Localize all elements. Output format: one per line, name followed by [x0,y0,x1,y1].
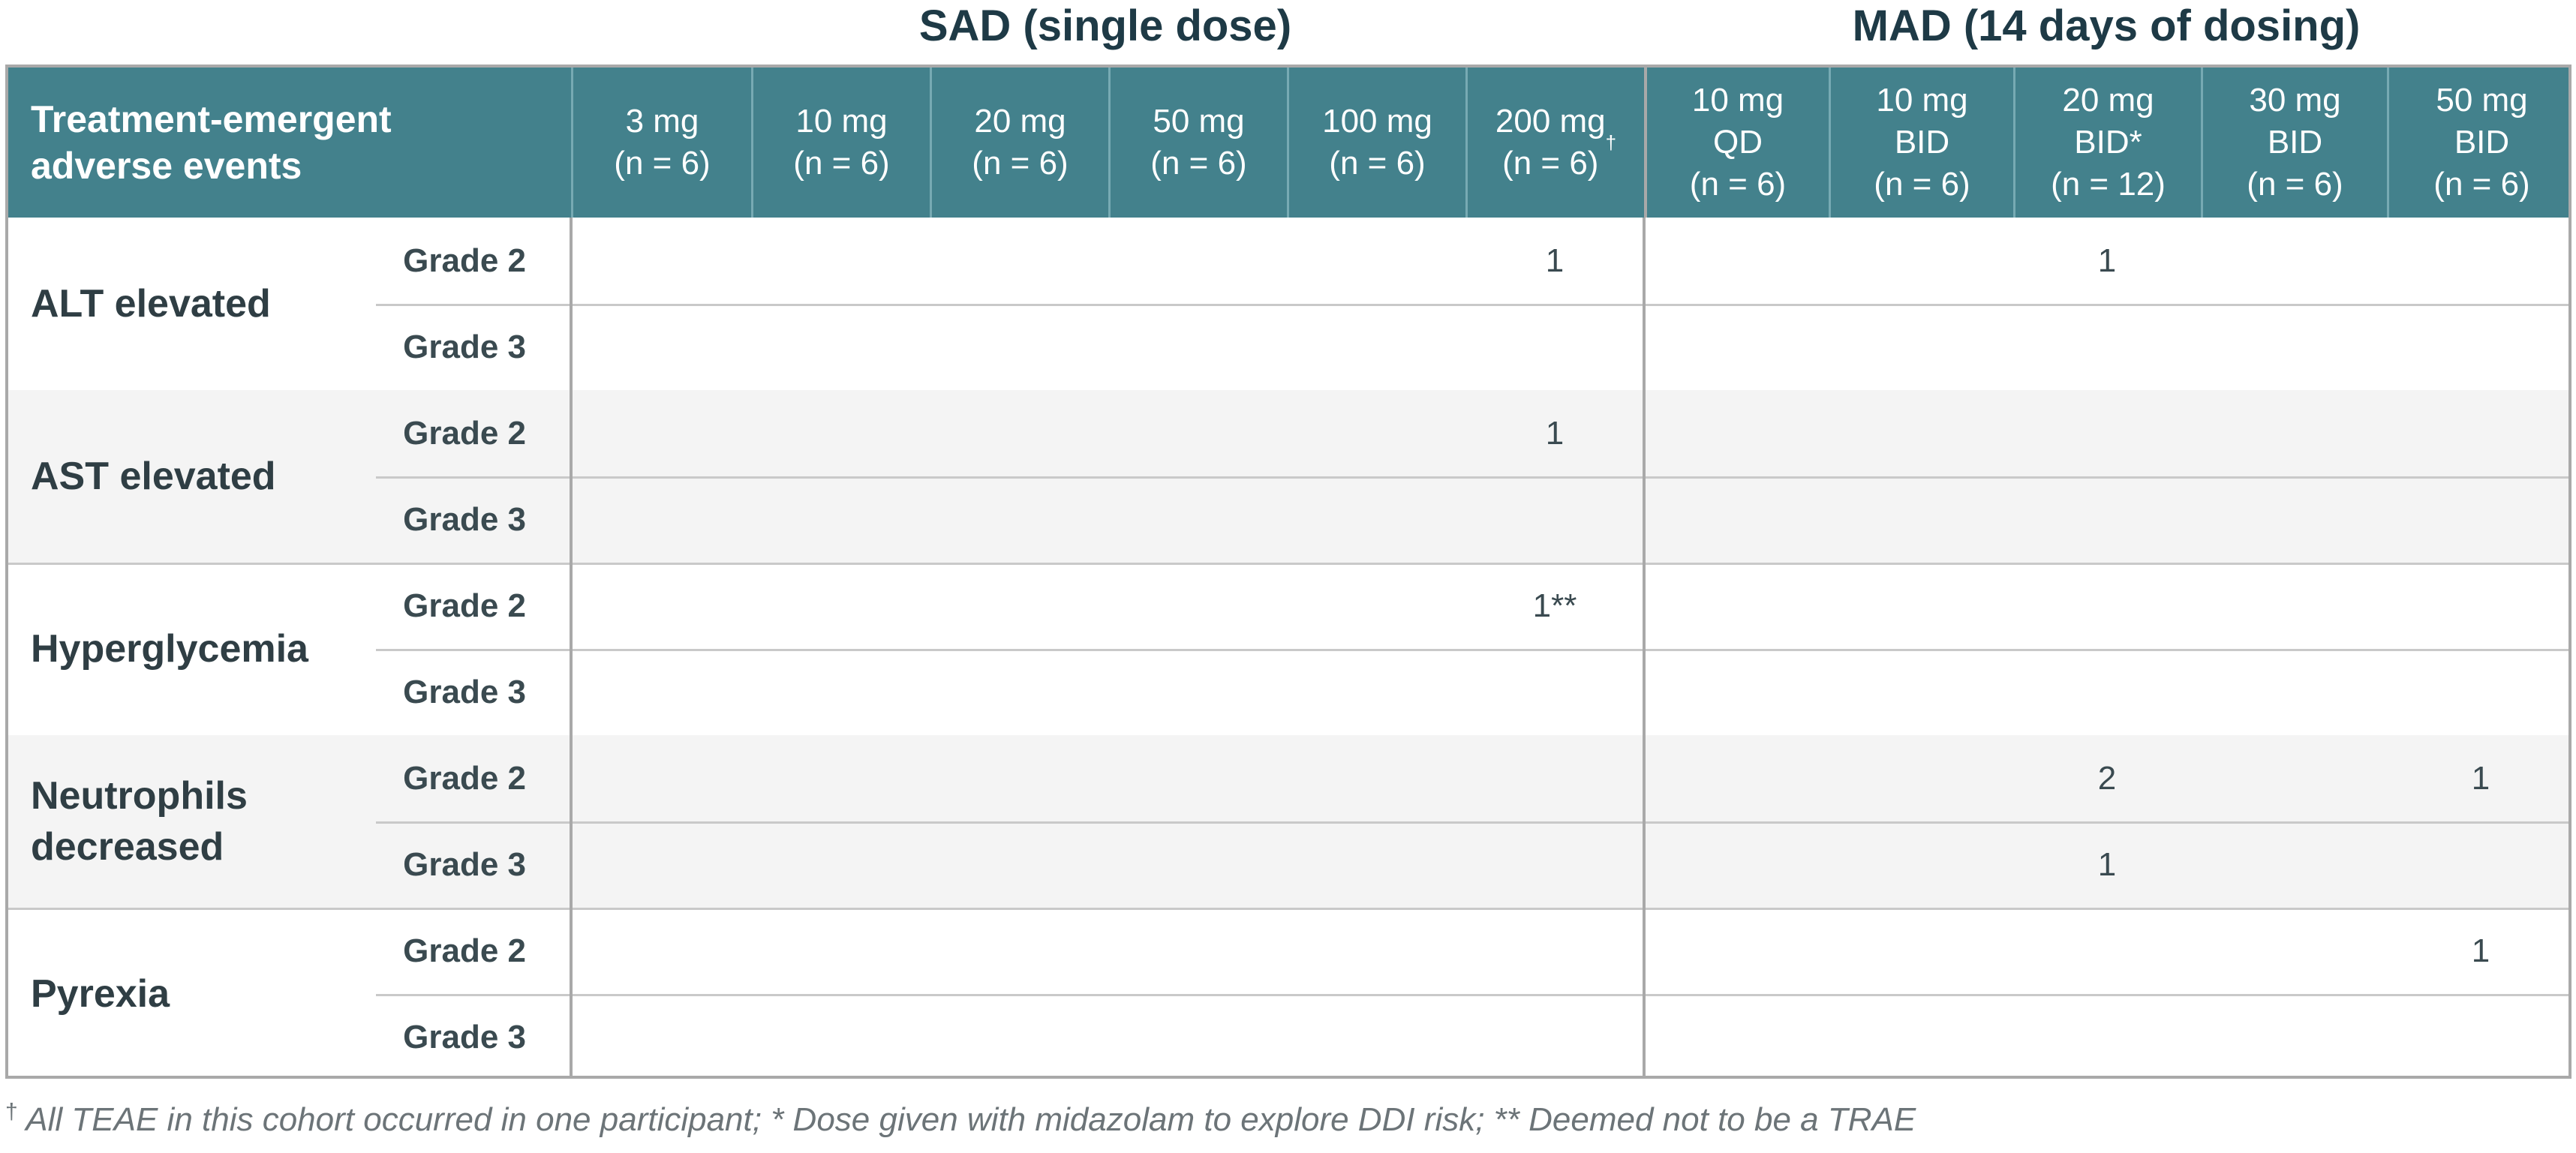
grade-divider [376,304,2568,306]
header-dose-label: 50 mg (n = 6) [1150,103,1247,182]
grade-label: Grade 3 [403,1018,526,1055]
header-cell-dose-5: 100 mg (n = 6) [1287,68,1465,218]
header-dose-label: 10 mg QD (n = 6) [1689,82,1787,203]
table-cell-value: 1 [2471,932,2490,969]
event-divider [8,908,2568,910]
table-cell-value: 1 [2471,759,2490,797]
header-cell-dose-4: 50 mg (n = 6) [1108,68,1287,218]
table-cell-value: 1** [1532,587,1577,624]
grade-divider [376,821,2568,824]
header-dose-label: 30 mg BID (n = 6) [2247,82,2343,203]
grade-label: Grade 2 [403,759,526,797]
label-column-divider [570,218,573,1076]
header-cell-dose-3: 20 mg (n = 6) [930,68,1108,218]
grade-label: Grade 2 [403,932,526,969]
table-cell-value: 1 [1545,242,1565,279]
footnote-text: All TEAE in this cohort occurred in one … [26,1101,1916,1138]
header-dose-label: 10 mg (n = 6) [793,103,890,182]
grade-label: Grade 3 [403,673,526,710]
table-header: Treatment-emergent adverse events 3 mg (n… [8,68,2568,218]
grade-divider [376,476,2568,479]
header-cell-dose-11: 50 mg BID (n = 6) [2387,68,2568,218]
header-cell-dose-10: 30 mg BID (n = 6) [2201,68,2387,218]
grade-label: Grade 2 [403,587,526,624]
header-dose-label: 200 mg (n = 6) [1495,103,1606,182]
header-cell-dose-9: 20 mg BID* (n = 12) [2013,68,2201,218]
sad-mad-divider [1643,218,1646,1076]
grade-label: Grade 3 [403,500,526,538]
grade-divider [376,649,2568,651]
mad-group-title: MAD (14 days of dosing) [1852,2,2361,50]
header-cell-dose-2: 10 mg (n = 6) [751,68,930,218]
event-name: Neutrophils decreased [31,774,248,869]
table-cell-value: 2 [2097,759,2117,797]
footnote-dagger: † [5,1099,18,1124]
event-divider [8,563,2568,565]
grade-label: Grade 3 [403,845,526,883]
column-group-titles: SAD (single dose) MAD (14 days of dosing… [0,0,2576,66]
event-name: ALT elevated [31,282,271,326]
header-dose-label: 50 mg BID (n = 6) [2433,82,2530,203]
header-cell-dose-8: 10 mg BID (n = 6) [1829,68,2013,218]
header-cell-treatment-events: Treatment-emergent adverse events [31,98,392,187]
header-dose-label: 10 mg BID (n = 6) [1874,82,1970,203]
header-cell-dose-7: 10 mg QD (n = 6) [1644,68,1829,218]
event-name: Pyrexia [31,972,170,1016]
adverse-events-table: Treatment-emergent adverse events 3 mg (n… [5,65,2571,1079]
grade-divider [376,994,2568,996]
header-dose-label: 3 mg (n = 6) [614,103,711,182]
event-name: AST elevated [31,455,276,498]
footnote: † All TEAE in this cohort occurred in on… [5,1099,1916,1139]
table-cell-value: 1 [1545,414,1565,452]
sad-group-title: SAD (single dose) [918,2,1292,50]
table-cell-value: 1 [2097,845,2117,883]
header-dose-label: 20 mg (n = 6) [972,103,1069,182]
grade-label: Grade 2 [403,414,526,452]
header-dose-label: 100 mg (n = 6) [1322,103,1432,182]
grade-label: Grade 3 [403,328,526,365]
table-cell-value: 1 [2097,242,2117,279]
header-cell-dose-6: 200 mg (n = 6) † [1465,68,1644,218]
event-name: Hyperglycemia [31,627,308,671]
grade-label: Grade 2 [403,242,526,279]
header-cell-dose-1: 3 mg (n = 6) [571,68,751,218]
header-dose-label: 20 mg BID* (n = 12) [2051,82,2166,203]
